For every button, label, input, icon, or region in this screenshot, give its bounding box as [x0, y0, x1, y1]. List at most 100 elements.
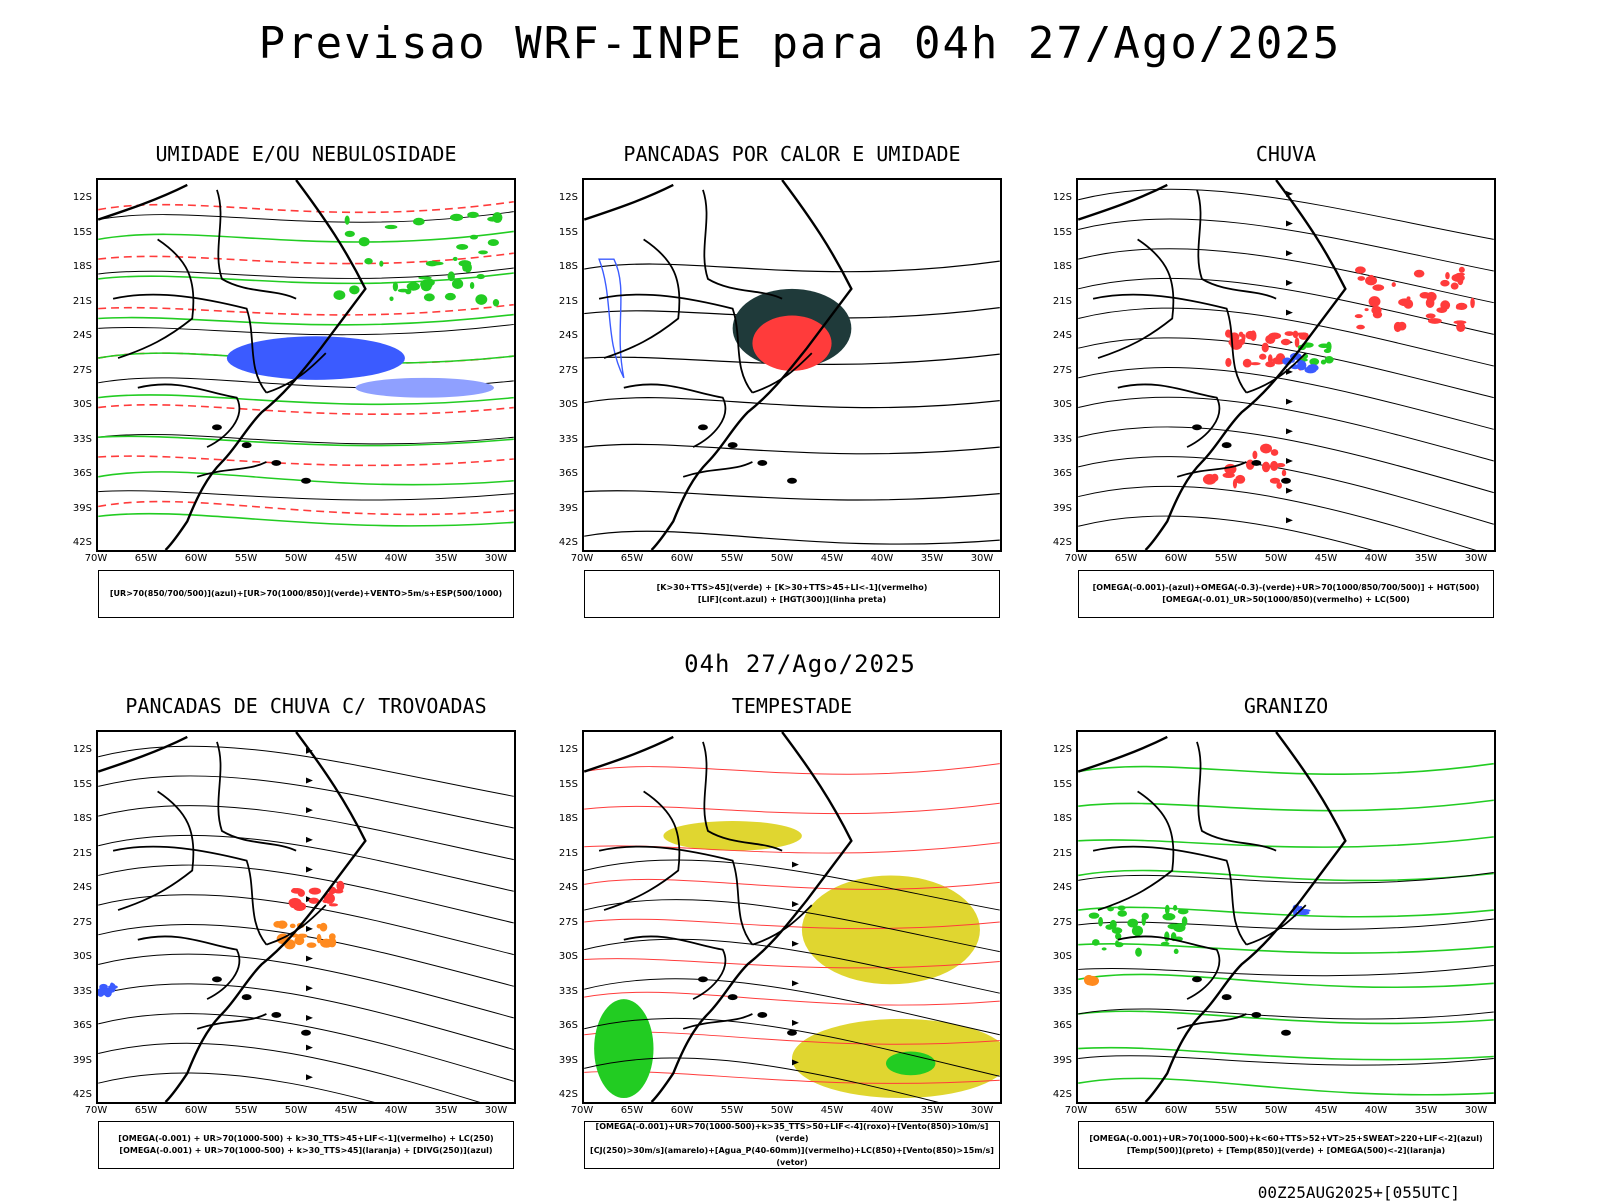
- humidity-green-speckle: [492, 212, 503, 223]
- country-border: [1092, 845, 1248, 946]
- streamline: [584, 1017, 1000, 1077]
- longitude-label: 50W: [1264, 1105, 1288, 1116]
- rain-red-area: [1356, 324, 1365, 330]
- country-border: [1117, 935, 1221, 1000]
- lake-marker: [1192, 424, 1202, 431]
- streamline-arrow: [306, 1044, 313, 1051]
- latitude-label: 39S: [72, 502, 92, 514]
- rain-red-area: [1427, 318, 1442, 324]
- lake-marker: [727, 442, 738, 449]
- streamline-arrow: [1286, 398, 1293, 405]
- humidity-green-speckle: [423, 293, 435, 302]
- storm-red-area: [290, 888, 304, 894]
- longitude-label: 55W: [234, 553, 258, 564]
- rain-red-area: [1398, 298, 1412, 307]
- coastline: [584, 732, 853, 1102]
- longitude-label: 60W: [670, 1105, 694, 1116]
- panel-title: CHUVA: [1255, 142, 1317, 166]
- temp850-green-speckle: [1173, 948, 1179, 954]
- humidity-green-speckle: [392, 281, 399, 292]
- divergence-blue-area: [98, 987, 105, 997]
- humidity-green-speckle: [469, 281, 475, 290]
- humidity-green-speckle: [412, 217, 425, 226]
- country-border: [702, 189, 783, 300]
- humidity-green-speckle: [467, 211, 479, 219]
- humidity-green-speckle: [397, 288, 410, 293]
- rain-red-area: [1455, 272, 1465, 276]
- longitude-label: 60W: [1164, 1105, 1188, 1116]
- longitude-label: 60W: [670, 553, 694, 564]
- contour-line: [98, 434, 514, 445]
- longitude-label: 55W: [720, 1105, 744, 1116]
- panel-legend: [OMEGA(-0.001)+UR>70(1000-500)+k>35_TTS>…: [584, 1121, 1000, 1169]
- latitude-label: 21S: [1052, 847, 1072, 859]
- longitude-label: 55W: [1214, 553, 1238, 564]
- wind-green-region: [594, 999, 654, 1099]
- temp850-green-speckle: [1101, 947, 1107, 951]
- streamline: [1078, 515, 1373, 550]
- panel-legend: [K>30+TTS>45](verde) + [K>30+TTS>45+LI<-…: [584, 570, 1000, 618]
- country-border: [598, 845, 754, 946]
- streamline-arrow: [1286, 457, 1293, 464]
- temp850-green-speckle: [1160, 941, 1170, 946]
- storm-orange-area: [327, 937, 337, 948]
- contour-line: [98, 490, 514, 501]
- temp850-green-speckle: [1135, 947, 1142, 957]
- latitude-label: 21S: [72, 295, 92, 307]
- temp850-green-speckle: [1098, 916, 1103, 927]
- lake-marker: [757, 1011, 768, 1018]
- jet-yellow-region: [801, 875, 980, 985]
- temp850-green-speckle: [1167, 923, 1181, 930]
- country-border: [112, 845, 268, 946]
- latitude-label: 24S: [1052, 330, 1072, 341]
- latitude-label: 27S: [72, 364, 92, 376]
- latitude-label: 15S: [558, 226, 578, 238]
- rain-red-area: [1413, 269, 1425, 278]
- heat-red-region: [752, 315, 832, 371]
- streamline: [98, 834, 514, 892]
- humidity-blue-region: [226, 336, 405, 380]
- rain-red-area: [1261, 342, 1269, 353]
- latitude-label: 18S: [558, 261, 578, 272]
- forecast-map: [96, 178, 516, 552]
- lake-marker: [727, 994, 738, 1001]
- longitude-label: 60W: [184, 553, 208, 564]
- rain-green-area: [1323, 348, 1332, 353]
- lif-contour: [598, 258, 625, 379]
- latitude-label: 30S: [558, 399, 578, 410]
- lake-marker: [241, 994, 252, 1001]
- humidity-green-speckle: [444, 292, 456, 301]
- latitude-label: 12S: [72, 744, 92, 755]
- latitude-label: 24S: [72, 330, 92, 341]
- temp850-green-speckle: [1177, 908, 1189, 915]
- longitude-label: 35W: [434, 553, 458, 564]
- longitude-label: 70W: [570, 1105, 594, 1116]
- latitude-label: 30S: [72, 399, 92, 410]
- legend-line: [Temp(500)](preto) + [Temp(850)](verde) …: [1126, 1146, 1446, 1155]
- jet-yellow-region: [663, 821, 802, 851]
- omega-orange-area: [1088, 976, 1099, 984]
- streamline: [1078, 218, 1494, 272]
- storm-red-area: [323, 893, 335, 904]
- longitude-label: 55W: [234, 1105, 258, 1116]
- latitude-label: 27S: [72, 916, 92, 928]
- panel-legend: [OMEGA(-0.001)+UR>70(1000-500)+k<60+TTS>…: [1078, 1121, 1494, 1169]
- rain-red-area: [1391, 282, 1396, 288]
- storm-orange-area: [319, 940, 324, 944]
- longitude-label: 70W: [1064, 1105, 1088, 1116]
- latitude-label: 24S: [558, 882, 578, 893]
- longitude-label: 30W: [484, 553, 508, 564]
- contour-line: [98, 323, 514, 336]
- longitude-label: 40W: [384, 1105, 408, 1116]
- country-border: [196, 1013, 267, 1030]
- contour-line: [98, 313, 514, 326]
- contour-line: [98, 455, 514, 467]
- temp850-green-speckle: [1111, 927, 1123, 934]
- streamline: [1078, 337, 1494, 399]
- humidity-green-speckle: [349, 285, 360, 295]
- map-canvas: [584, 180, 1000, 550]
- lake-marker: [1221, 442, 1232, 449]
- latitude-label: 27S: [558, 916, 578, 928]
- longitude-label: 65W: [620, 1105, 644, 1116]
- country-border: [1176, 1013, 1247, 1030]
